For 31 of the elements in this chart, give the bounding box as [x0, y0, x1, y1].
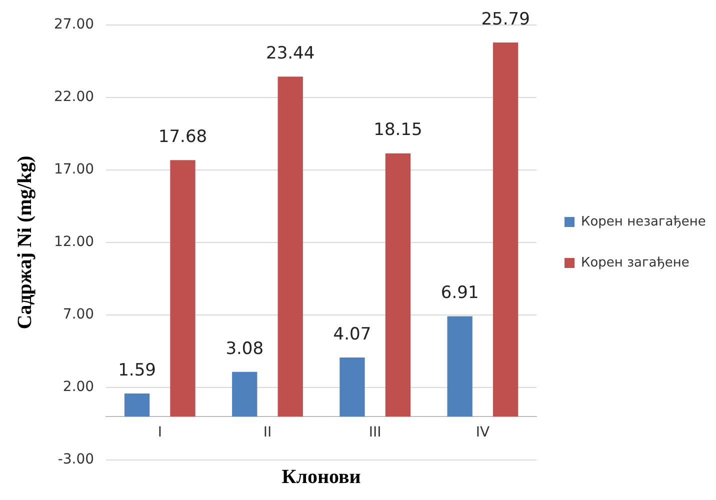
data-label: 25.79 [481, 9, 530, 30]
x-tick-label: III [368, 424, 382, 441]
y-tick-label: 27.00 [54, 16, 94, 33]
x-tick-label: II [263, 424, 272, 441]
data-label: 4.07 [333, 324, 372, 344]
data-label: 3.08 [226, 338, 264, 359]
y-tick-label: 17.00 [54, 162, 94, 178]
bar [170, 160, 196, 416]
bar [278, 76, 303, 416]
y-tick-label: 7.00 [62, 306, 94, 323]
x-tick-label: I [158, 424, 162, 441]
legend-label: Корен загађене [581, 255, 690, 270]
y-tick-label: 12.00 [54, 234, 94, 250]
data-label: 18.15 [374, 120, 422, 140]
bar [340, 357, 365, 416]
x-axis-title: Клонови [282, 466, 361, 488]
x-tick-label: IV [476, 424, 490, 441]
bar [492, 42, 518, 416]
y-tick-label: 2.00 [62, 379, 94, 396]
legend-label: Корен незагађене [581, 214, 706, 230]
bar [124, 393, 150, 416]
data-label: 6.91 [440, 283, 479, 304]
data-label: 17.68 [158, 127, 208, 148]
bar [385, 153, 411, 416]
bar [447, 316, 472, 416]
y-tick-label: 22.00 [54, 89, 94, 106]
y-tick-label: -3.00 [58, 452, 94, 468]
bar [232, 372, 258, 416]
data-label: 23.44 [266, 44, 315, 64]
y-axis-title: Садржај Ni (mg/kg) [14, 156, 36, 330]
data-label: 1.59 [118, 360, 156, 380]
